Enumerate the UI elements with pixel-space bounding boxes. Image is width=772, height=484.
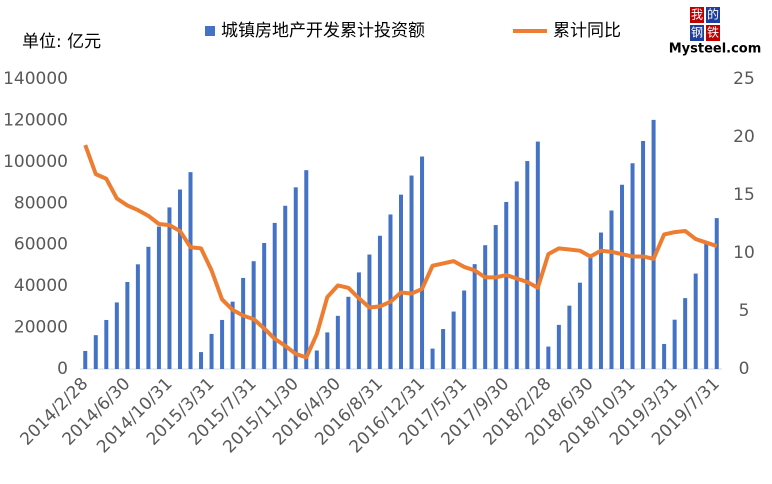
bar [630,163,635,369]
bar [241,277,246,369]
y2-tick-label: 15 [733,185,755,205]
bar [199,352,204,369]
unit-label: 单位: 亿元 [22,32,101,52]
y-tick-label: 80000 [14,193,68,213]
bar [514,181,519,369]
logo-box [706,25,720,41]
logo-char: 钢 [691,26,703,40]
y-tick-label: 60000 [14,235,68,255]
legend-label: 累计同比 [553,21,621,41]
bar [135,264,140,369]
logo-char: 铁 [707,26,719,40]
legend-swatch [205,26,215,36]
bar [399,194,403,369]
bar [104,319,109,369]
bar [262,242,267,369]
bar [462,290,467,369]
logo-box [690,25,704,41]
bar [525,161,530,369]
logo-char: 我 [691,8,703,22]
bar [567,305,572,369]
y-tick-label: 120000 [3,110,68,130]
bar [504,201,509,369]
bar [230,301,235,369]
bar [167,207,172,369]
bar [367,254,372,369]
bar [483,245,488,369]
y-tick-label: 20000 [14,318,68,338]
logo: 我 的 钢 铁 Mysteel.com [669,7,762,57]
bar [556,324,561,369]
bar [662,343,667,369]
logo-text: Mysteel.com [669,42,762,57]
bar [535,141,540,369]
bar [472,264,477,369]
bar [546,346,551,369]
bar [493,225,498,369]
bar [609,210,614,369]
line [83,144,718,360]
bar [335,315,340,369]
y2-tick-label: 0 [739,359,750,379]
bar [177,189,182,369]
y-tick-label: 0 [57,359,68,379]
bar [283,205,288,369]
bar [114,302,119,369]
logo-box [706,7,720,23]
bar [704,241,709,369]
bar [683,298,688,369]
y2-tick-label: 5 [739,301,750,321]
bar [325,332,330,369]
bar [146,246,151,369]
bar [251,261,256,369]
bar [356,272,361,369]
bar [693,273,698,369]
bar [156,226,161,369]
logo-char: 的 [707,7,719,22]
bar [272,222,277,369]
bar [577,282,582,369]
bar [93,335,98,369]
y-tick-label: 140000 [3,69,68,89]
y-tick-label: 40000 [14,276,68,296]
y-tick-label: 100000 [3,152,68,172]
bar [672,319,677,369]
bar [409,175,414,369]
bar [314,350,319,369]
y2-tick-label: 20 [733,127,755,147]
bar [598,232,603,369]
bar [188,172,193,369]
bar [293,187,298,369]
bar [83,350,88,369]
bar [377,235,382,369]
bar [441,329,446,369]
bar [651,119,656,369]
bar [430,348,435,369]
bar [451,311,456,369]
y2-tick-label: 10 [733,243,755,263]
bar [209,333,214,369]
bar [420,156,425,369]
logo-box [690,7,704,23]
bar [304,170,309,369]
bar [125,281,130,369]
bar [588,253,593,369]
bar [620,184,625,369]
y2-tick-label: 25 [733,69,755,89]
bar [346,296,351,369]
bar [714,218,719,369]
bar [220,319,225,369]
legend-label: 城镇房地产开发累计投资额 [221,21,425,41]
bar [388,214,393,369]
